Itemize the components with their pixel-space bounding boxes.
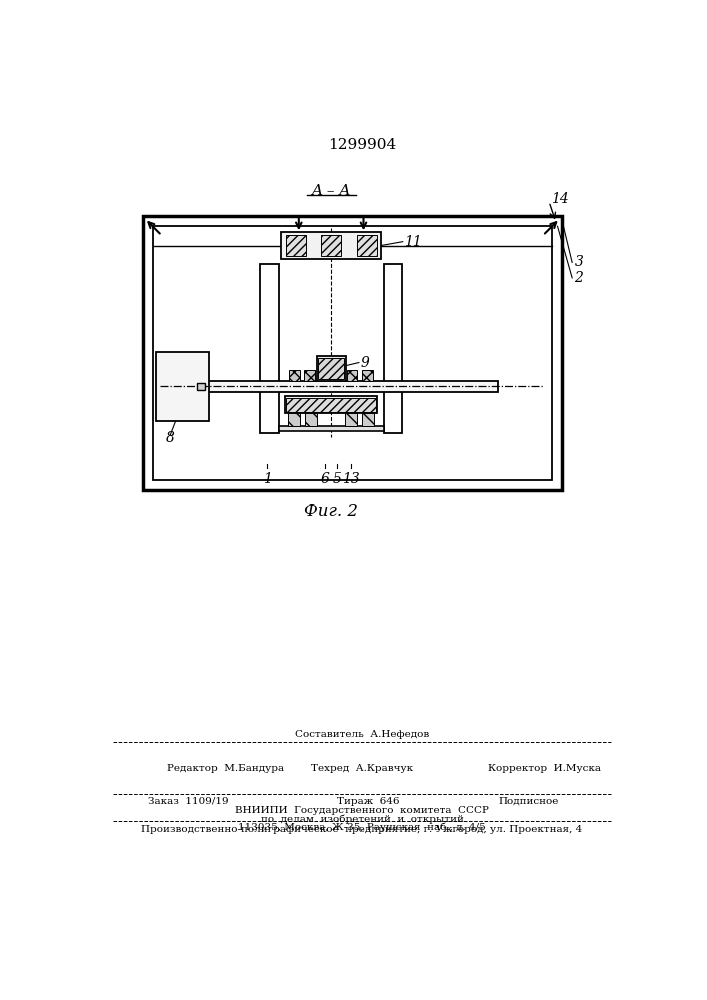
Text: Заказ  1109/19: Заказ 1109/19 bbox=[148, 797, 228, 806]
Text: Тираж  646: Тираж 646 bbox=[337, 797, 399, 806]
Bar bbox=[304, 370, 315, 381]
Bar bbox=[206, 381, 498, 392]
Text: 11: 11 bbox=[404, 235, 422, 249]
Text: 113035, Москва, Ж-35, Раушская  наб., д. 4/5: 113035, Москва, Ж-35, Раушская наб., д. … bbox=[238, 823, 486, 832]
Bar bbox=[285, 396, 378, 413]
Bar bbox=[197, 383, 205, 390]
Text: A – A: A – A bbox=[312, 184, 351, 198]
Bar bbox=[288, 413, 300, 426]
Bar bbox=[156, 352, 209, 421]
Bar bbox=[318, 358, 344, 379]
Text: Подписное: Подписное bbox=[498, 797, 559, 806]
Text: 3: 3 bbox=[575, 255, 583, 269]
Bar bbox=[362, 413, 374, 426]
Text: 6: 6 bbox=[320, 472, 329, 486]
Text: Техред  А.Кравчук: Техред А.Кравчук bbox=[311, 764, 413, 773]
Bar bbox=[345, 413, 357, 426]
Bar bbox=[383, 264, 402, 433]
Text: Корректор  И.Муска: Корректор И.Муска bbox=[488, 764, 601, 773]
Text: ВНИИПИ  Государственного  комитета  СССР: ВНИИПИ Государственного комитета СССР bbox=[235, 806, 489, 815]
Text: 1: 1 bbox=[263, 472, 271, 486]
Bar bbox=[317, 356, 346, 381]
Bar bbox=[321, 235, 341, 256]
Text: по  делам  изобретений  и  открытий: по делам изобретений и открытий bbox=[260, 814, 463, 824]
Bar bbox=[286, 398, 376, 412]
Bar bbox=[305, 413, 317, 426]
Text: 2: 2 bbox=[575, 271, 583, 285]
Bar bbox=[153, 226, 552, 480]
Bar bbox=[362, 370, 373, 381]
Text: 1299904: 1299904 bbox=[328, 138, 396, 152]
Bar bbox=[346, 370, 357, 381]
Text: 14: 14 bbox=[551, 192, 568, 206]
Text: Фиг. 2: Фиг. 2 bbox=[304, 503, 358, 520]
Text: 9: 9 bbox=[361, 356, 369, 370]
Text: 13: 13 bbox=[342, 472, 360, 486]
Text: Редактор  М.Бандура: Редактор М.Бандура bbox=[167, 764, 284, 773]
Text: Производственно-полиграфическое  предприятие, г. Ужгород, ул. Проектная, 4: Производственно-полиграфическое предприя… bbox=[141, 825, 583, 834]
Text: 5: 5 bbox=[333, 472, 341, 486]
Bar bbox=[288, 370, 300, 381]
Text: Составитель  А.Нефедов: Составитель А.Нефедов bbox=[295, 730, 429, 739]
Bar bbox=[279, 426, 383, 431]
Bar bbox=[260, 264, 279, 433]
Bar bbox=[143, 216, 562, 490]
Bar bbox=[286, 235, 305, 256]
Bar bbox=[281, 232, 381, 259]
Bar bbox=[356, 235, 377, 256]
Text: 8: 8 bbox=[165, 431, 175, 445]
